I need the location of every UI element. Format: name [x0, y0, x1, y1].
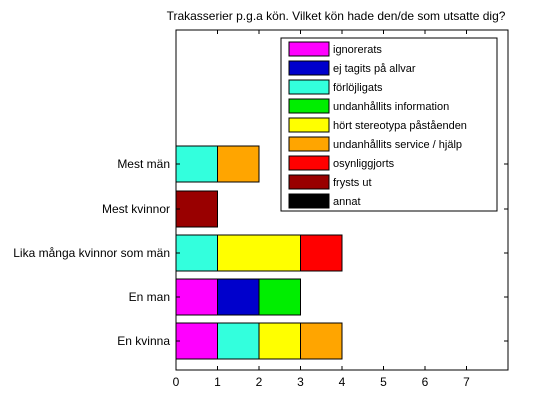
legend-label: ignorerats	[333, 44, 382, 56]
legend-label: hört stereotypa påståenden	[333, 120, 467, 132]
legend-label: osynliggjorts	[333, 158, 395, 170]
legend-label: ej tagits på allvar	[333, 63, 416, 75]
bar-segment	[175, 322, 218, 360]
y-tick-label: En man	[129, 290, 170, 304]
legend-swatch	[288, 60, 330, 76]
legend-swatch	[288, 98, 330, 114]
y-tick-label: Mest kvinnor	[102, 202, 170, 216]
bar-segment	[175, 145, 218, 183]
x-tick-label: 6	[422, 375, 429, 389]
x-tick-label: 7	[463, 375, 470, 389]
x-tick-label: 5	[380, 375, 387, 389]
legend-swatch	[288, 155, 330, 171]
legend-swatch	[288, 117, 330, 133]
y-tick-label: Mest män	[117, 157, 170, 171]
legend-label: annat	[333, 196, 361, 208]
legend-swatch	[288, 174, 330, 190]
bar-segment	[217, 145, 260, 183]
y-tick-label: En kvinna	[117, 334, 170, 348]
bar-segment	[175, 278, 218, 316]
x-tick-label: 0	[173, 375, 180, 389]
legend-label: undanhållits service / hjälp	[333, 139, 462, 151]
legend: ignorerats ej tagits på allvar förlöjligat…	[280, 37, 498, 212]
legend-label: undanhållits information	[333, 101, 449, 113]
bar-segment	[258, 322, 301, 360]
bar-segment	[175, 190, 218, 228]
x-axis: 0 1 2 3 4 5 6 7	[173, 30, 470, 389]
legend-swatch	[288, 136, 330, 152]
bar-segment	[300, 322, 343, 360]
legend-swatch	[288, 79, 330, 95]
bar-segment	[217, 278, 260, 316]
legend-swatch	[288, 41, 330, 57]
bar-segment	[217, 322, 260, 360]
bar-segment	[300, 234, 343, 272]
legend-label: förlöjligats	[333, 82, 383, 94]
x-tick-label: 4	[339, 375, 346, 389]
bar-segment	[258, 278, 301, 316]
chart-title: Trakasserier p.g.a kön. Vilket kön hade …	[167, 9, 506, 23]
bars	[175, 145, 343, 360]
x-tick-label: 3	[297, 375, 304, 389]
x-tick-label: 1	[214, 375, 221, 389]
bar-segment	[175, 234, 218, 272]
y-axis: En kvinna En man Lika många kvinnor som mä…	[13, 157, 508, 348]
bar-segment	[217, 234, 301, 272]
y-tick-label: Lika många kvinnor som män	[13, 246, 170, 260]
x-tick-label: 2	[256, 375, 263, 389]
legend-label: frysts ut	[333, 177, 372, 189]
legend-swatch	[288, 193, 330, 209]
